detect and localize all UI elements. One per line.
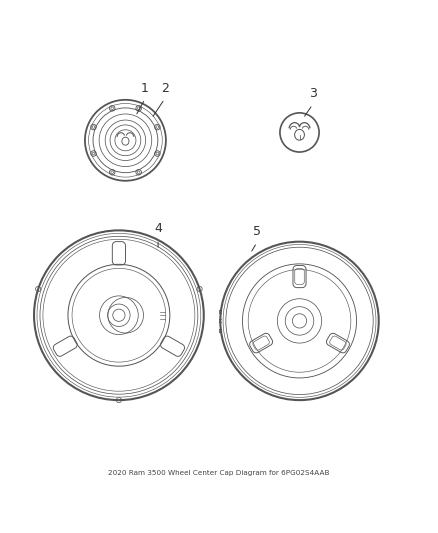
Text: 1: 1 — [141, 82, 149, 94]
Text: 2: 2 — [161, 82, 169, 94]
Text: 5: 5 — [253, 225, 261, 238]
Text: 3: 3 — [309, 87, 317, 100]
Text: 2020 Ram 3500 Wheel Center Cap Diagram for 6PG02S4AAB: 2020 Ram 3500 Wheel Center Cap Diagram f… — [108, 470, 330, 477]
Text: 4: 4 — [154, 222, 162, 235]
